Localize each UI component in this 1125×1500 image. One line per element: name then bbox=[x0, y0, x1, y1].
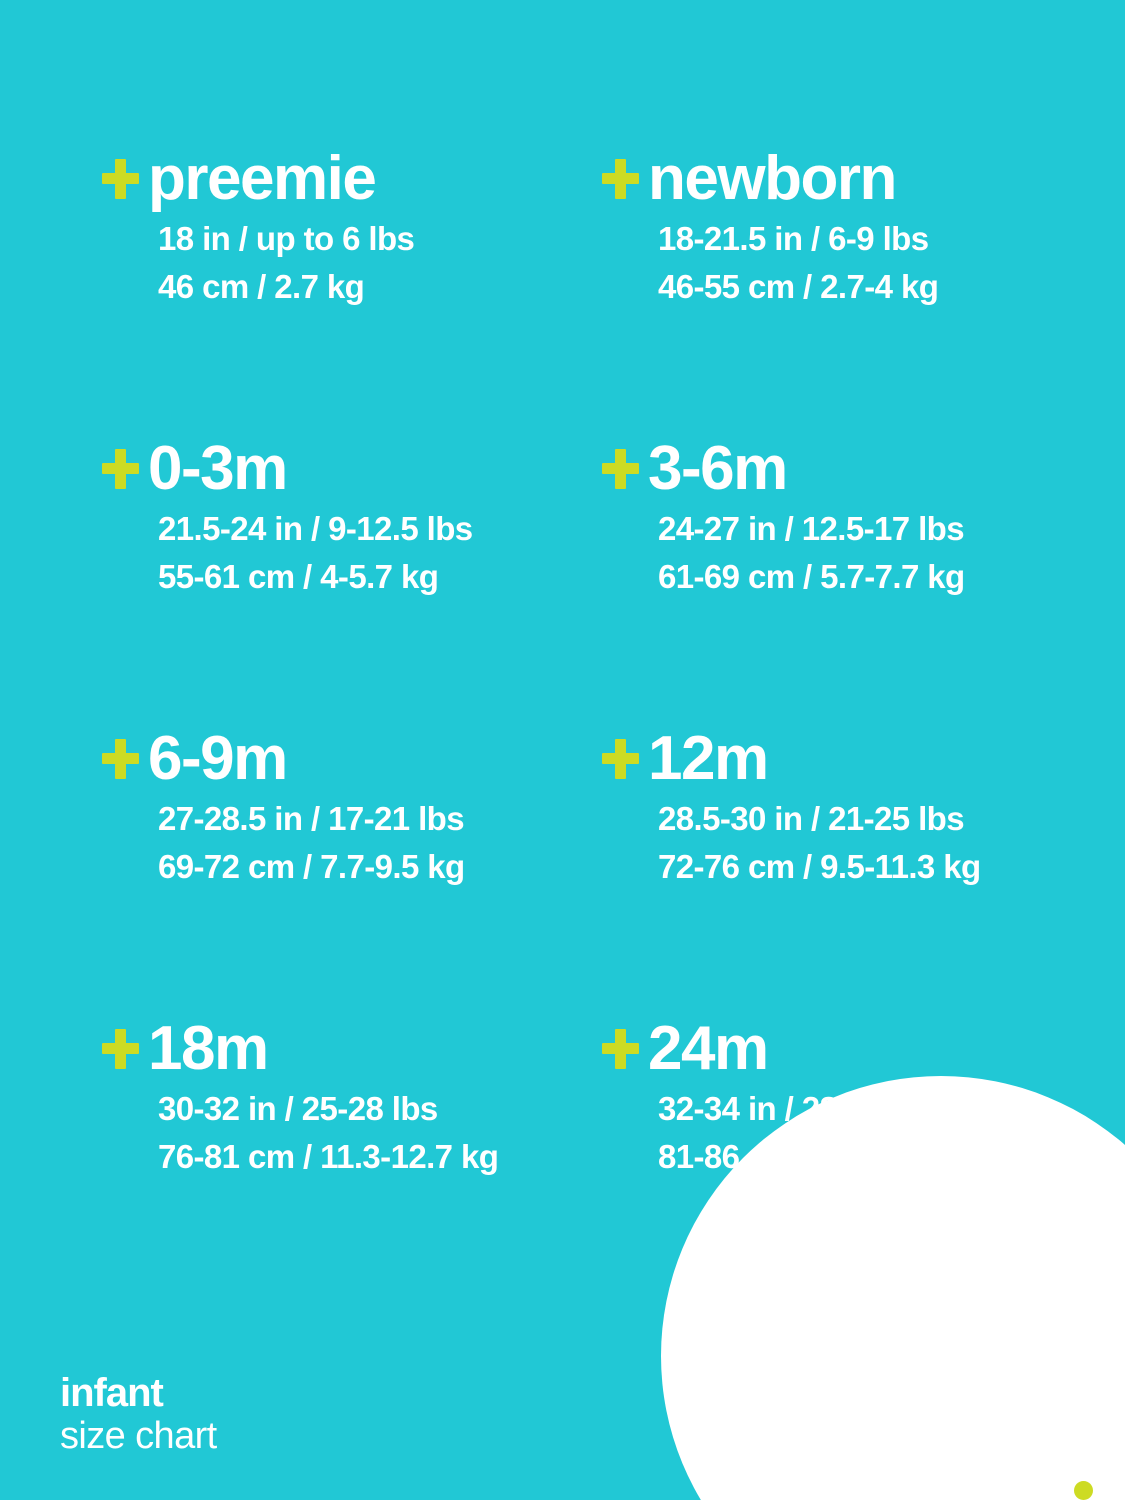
size-card-preemie: preemie 18 in / up to 6 lbs 46 cm / 2.7 … bbox=[100, 144, 600, 440]
size-measure-imperial: 27-28.5 in / 17-21 lbs bbox=[158, 799, 465, 837]
size-measurements: 24-27 in / 12.5-17 lbs 61-69 cm / 5.7-7.… bbox=[658, 505, 1100, 602]
size-card-12m: 12m 28.5-30 in / 21-25 lbs 72-76 cm / 9.… bbox=[600, 724, 1100, 1020]
caption-primary: infant bbox=[60, 1370, 164, 1415]
size-heading: 18m bbox=[100, 1014, 600, 1083]
size-measurements: 21.5-24 in / 9-12.5 lbs 55-61 cm / 4-5.7… bbox=[158, 505, 600, 602]
logo-joys-wrap: joys bbox=[1067, 1481, 1125, 1500]
size-measure-imperial: 24-27 in / 12.5-17 lbs bbox=[658, 509, 965, 547]
size-title: newborn bbox=[648, 144, 897, 213]
size-measure-metric: 69-72 cm / 7.7-9.5 kg bbox=[158, 848, 465, 886]
size-measure-metric: 61-69 cm / 5.7-7.7 kg bbox=[658, 558, 965, 596]
size-title: 0-3m bbox=[148, 434, 288, 503]
size-heading: 3-6m bbox=[600, 434, 1100, 503]
size-measure-metric: 46 cm / 2.7 kg bbox=[158, 268, 365, 306]
size-title: 24m bbox=[648, 1014, 769, 1083]
plus-icon bbox=[100, 153, 140, 199]
footer-caption: infant size chart bbox=[60, 1371, 217, 1458]
size-heading: 24m bbox=[600, 1014, 1100, 1083]
size-measure-metric: 46-55 cm / 2.7-4 kg bbox=[658, 268, 939, 306]
plus-icon bbox=[600, 1023, 640, 1069]
size-measure-imperial: 18-21.5 in / 6-9 lbs bbox=[658, 219, 929, 257]
logo-word-joys: joys bbox=[1067, 1494, 1125, 1500]
size-measure-metric: 76-81 cm / 11.3-12.7 kg bbox=[158, 1138, 499, 1176]
size-measure-imperial: 28.5-30 in / 21-25 lbs bbox=[658, 799, 965, 837]
size-measure-metric: 72-76 cm / 9.5-11.3 kg bbox=[658, 848, 981, 886]
size-measure-imperial: 30-32 in / 25-28 lbs bbox=[158, 1089, 438, 1127]
size-heading: preemie bbox=[100, 144, 600, 213]
size-measure-imperial: 18 in / up to 6 lbs bbox=[158, 219, 415, 257]
size-measurements: 18-21.5 in / 6-9 lbs 46-55 cm / 2.7-4 kg bbox=[658, 215, 1100, 312]
plus-icon bbox=[100, 443, 140, 489]
size-heading: 6-9m bbox=[100, 724, 600, 793]
size-measurements: 27-28.5 in / 17-21 lbs 69-72 cm / 7.7-9.… bbox=[158, 795, 600, 892]
size-heading: 0-3m bbox=[100, 434, 600, 503]
plus-icon bbox=[600, 443, 640, 489]
size-title: preemie bbox=[148, 144, 377, 213]
plus-icon bbox=[600, 153, 640, 199]
size-measurements: 18 in / up to 6 lbs 46 cm / 2.7 kg bbox=[158, 215, 600, 312]
plus-icon bbox=[100, 733, 140, 779]
size-measurements: 28.5-30 in / 21-25 lbs 72-76 cm / 9.5-11… bbox=[658, 795, 1100, 892]
size-measure-imperial: 21.5-24 in / 9-12.5 lbs bbox=[158, 509, 473, 547]
size-title: 6-9m bbox=[148, 724, 288, 793]
size-heading: newborn bbox=[600, 144, 1100, 213]
size-card-3-6m: 3-6m 24-27 in / 12.5-17 lbs 61-69 cm / 5… bbox=[600, 434, 1100, 730]
size-title: 18m bbox=[148, 1014, 269, 1083]
plus-icon bbox=[100, 1023, 140, 1069]
plus-icon bbox=[600, 733, 640, 779]
size-heading: 12m bbox=[600, 724, 1100, 793]
size-title: 3-6m bbox=[648, 434, 788, 503]
size-measure-metric: 55-61 cm / 4-5.7 kg bbox=[158, 558, 439, 596]
logo-word-simple: simple bbox=[892, 1495, 1068, 1500]
caption-secondary: size chart bbox=[60, 1415, 217, 1458]
size-card-0-3m: 0-3m 21.5-24 in / 9-12.5 lbs 55-61 cm / … bbox=[100, 434, 600, 730]
size-card-newborn: newborn 18-21.5 in / 6-9 lbs 46-55 cm / … bbox=[600, 144, 1100, 440]
size-title: 12m bbox=[648, 724, 769, 793]
size-grid: preemie 18 in / up to 6 lbs 46 cm / 2.7 … bbox=[100, 144, 1100, 1175]
logo-dot-icon bbox=[1074, 1481, 1094, 1500]
size-card-6-9m: 6-9m 27-28.5 in / 17-21 lbs 69-72 cm / 7… bbox=[100, 724, 600, 1020]
size-card-18m: 18m 30-32 in / 25-28 lbs 76-81 cm / 11.3… bbox=[100, 1014, 600, 1310]
size-measurements: 30-32 in / 25-28 lbs 76-81 cm / 11.3-12.… bbox=[158, 1085, 600, 1182]
